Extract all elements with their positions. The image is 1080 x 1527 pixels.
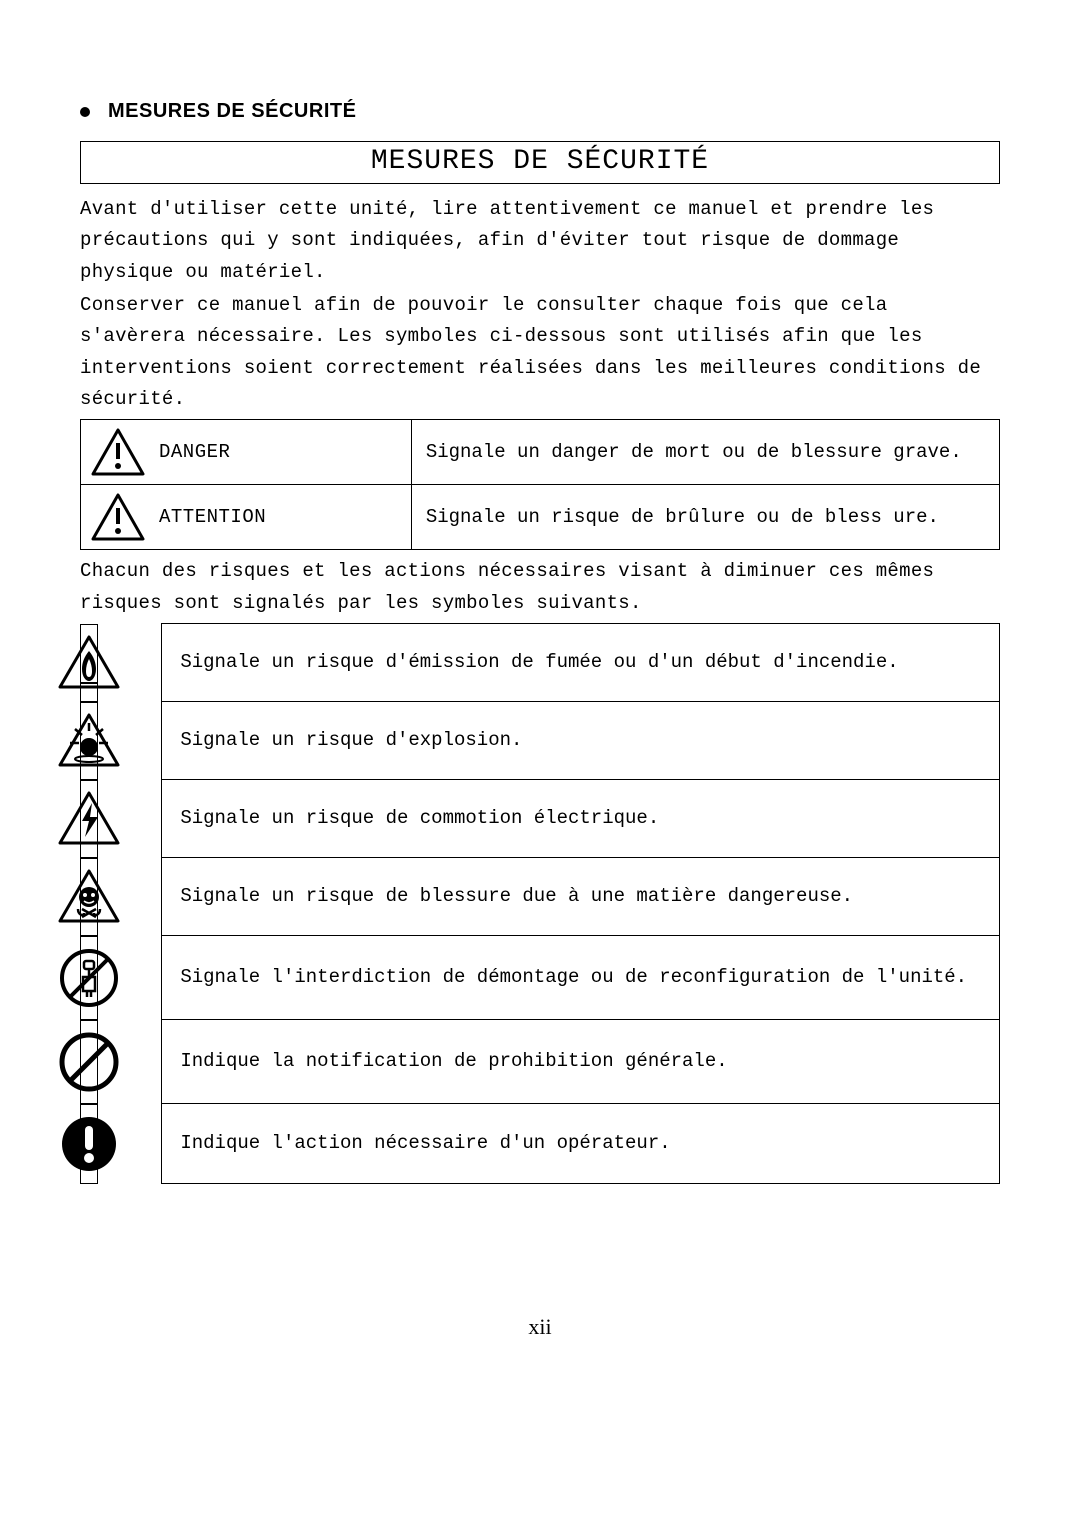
- risk-icon-cell: [80, 702, 98, 780]
- risk-desc: Signale un risque de blessure due à une …: [162, 858, 1000, 936]
- table-row: DANGER Signale un danger de mort ou de b…: [81, 420, 1000, 485]
- toxic-icon: [58, 869, 120, 925]
- risk-icon-cell: [80, 624, 98, 702]
- table-row: Indique la notification de prohibition g…: [80, 1020, 1000, 1104]
- heading-row: MESURES DE SÉCURITÉ: [80, 100, 1000, 123]
- page-number: xii: [80, 1314, 1000, 1340]
- risk-desc: Indique la notification de prohibition g…: [162, 1020, 1000, 1104]
- intro-paragraph-1: Avant d'utiliser cette unité, lire atten…: [80, 194, 1000, 288]
- table-row: Signale un risque d'émission de fumée ou…: [80, 624, 1000, 702]
- risk-icon-cell: [80, 1104, 98, 1184]
- explosion-icon: [58, 713, 120, 769]
- intro-block: Avant d'utiliser cette unité, lire atten…: [80, 194, 1000, 415]
- warning-label-cell: ATTENTION: [81, 485, 412, 550]
- warning-label: DANGER: [159, 441, 230, 463]
- warning-label: ATTENTION: [159, 506, 266, 528]
- risk-desc: Signale un risque d'émission de fumée ou…: [162, 624, 1000, 702]
- table-row: ATTENTION Signale un risque de brûlure o…: [81, 485, 1000, 550]
- mandatory-icon: [60, 1115, 118, 1173]
- risk-desc: Indique l'action nécessaire d'un opérate…: [162, 1104, 1000, 1184]
- prohibition-icon: [58, 1031, 120, 1093]
- table-row: Signale un risque de commotion électriqu…: [80, 780, 1000, 858]
- intro-paragraph-2: Conserver ce manuel afin de pouvoir le c…: [80, 290, 1000, 415]
- warning-table: DANGER Signale un danger de mort ou de b…: [80, 419, 1000, 550]
- mid-paragraph: Chacun des risques et les actions nécess…: [80, 556, 1000, 619]
- risk-icon-cell: [80, 780, 98, 858]
- bullet-icon: [80, 107, 90, 117]
- fire-icon: [58, 635, 120, 691]
- title-box: MESURES DE SÉCURITÉ: [80, 141, 1000, 184]
- warning-desc: Signale un danger de mort ou de blessure…: [411, 420, 999, 485]
- table-row: Indique l'action nécessaire d'un opérate…: [80, 1104, 1000, 1184]
- warning-label-cell: DANGER: [81, 420, 412, 485]
- warning-triangle-icon: [91, 428, 145, 476]
- warning-desc: Signale un risque de brûlure ou de bless…: [411, 485, 999, 550]
- heading-text: MESURES DE SÉCURITÉ: [108, 100, 356, 123]
- warning-triangle-icon: [91, 493, 145, 541]
- table-row: Signale un risque de blessure due à une …: [80, 858, 1000, 936]
- no-disassemble-icon: [58, 947, 120, 1009]
- risk-desc: Signale un risque d'explosion.: [162, 702, 1000, 780]
- risk-icon-cell: [80, 1020, 98, 1104]
- table-row: Signale un risque d'explosion.: [80, 702, 1000, 780]
- risk-desc: Signale l'interdiction de démontage ou d…: [162, 936, 1000, 1020]
- risk-icon-cell: [80, 858, 98, 936]
- risk-table: Signale un risque d'émission de fumée ou…: [80, 623, 1000, 1184]
- table-row: Signale l'interdiction de démontage ou d…: [80, 936, 1000, 1020]
- risk-icon-cell: [80, 936, 98, 1020]
- risk-desc: Signale un risque de commotion électriqu…: [162, 780, 1000, 858]
- electric-icon: [58, 791, 120, 847]
